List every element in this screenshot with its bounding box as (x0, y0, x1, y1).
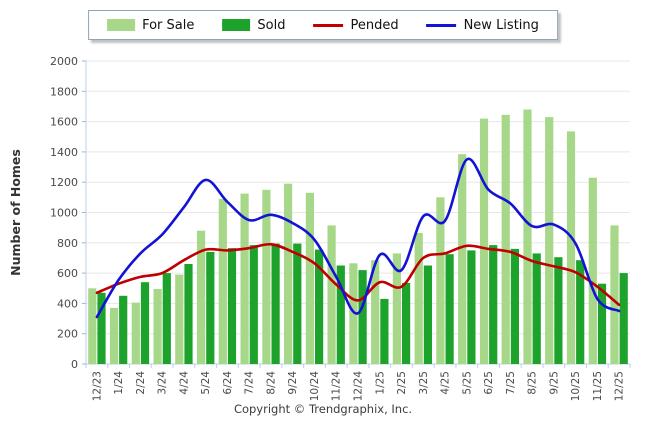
svg-text:4/25: 4/25 (440, 371, 452, 395)
y-tick-labels: 0 200 400 600 800 1000 1200 1400 1600 1800 2000 (50, 55, 78, 371)
new-listing-line-swatch-icon (426, 23, 457, 27)
svg-text:800: 800 (57, 237, 78, 250)
svg-text:8/24: 8/24 (265, 371, 277, 395)
svg-text:5/24: 5/24 (200, 371, 212, 395)
sold-swatch-icon (222, 19, 251, 31)
svg-text:1200: 1200 (50, 176, 78, 189)
legend-label-sold: Sold (257, 17, 286, 33)
svg-text:1400: 1400 (50, 146, 78, 159)
svg-text:12/25: 12/25 (614, 371, 626, 401)
svg-text:7/25: 7/25 (505, 371, 517, 395)
svg-text:12/24: 12/24 (353, 371, 365, 402)
bars-for-sale (88, 109, 619, 365)
legend-label-pended: Pended (350, 17, 399, 33)
svg-text:12/23: 12/23 (91, 371, 103, 401)
svg-text:200: 200 (57, 328, 78, 341)
line-new-listing (95, 157, 621, 319)
legend-item-pended: Pended (313, 17, 399, 33)
svg-text:10/25: 10/25 (570, 371, 582, 401)
svg-text:1800: 1800 (50, 85, 78, 98)
svg-text:2/24: 2/24 (135, 371, 147, 395)
line-pended (95, 242, 621, 307)
svg-text:9/25: 9/25 (548, 371, 560, 395)
svg-text:7/24: 7/24 (244, 371, 256, 395)
svg-text:5/25: 5/25 (461, 371, 473, 395)
svg-text:0: 0 (71, 358, 78, 371)
svg-text:11/24: 11/24 (331, 371, 343, 402)
for-sale-swatch-icon (107, 19, 136, 31)
legend-label-for-sale: For Sale (142, 17, 195, 33)
svg-text:1/25: 1/25 (374, 371, 386, 395)
svg-text:2000: 2000 (50, 55, 78, 68)
svg-text:4/24: 4/24 (178, 371, 190, 395)
svg-text:1000: 1000 (50, 207, 78, 220)
legend-item-for-sale: For Sale (107, 18, 194, 33)
pended-line-swatch-icon (313, 23, 344, 27)
svg-text:1/24: 1/24 (113, 371, 125, 395)
x-tick-labels: 12/23 1/24 2/24 3/24 4/24 5/24 6/24 7/24 8/24 9/2… (91, 371, 625, 402)
y-axis-title: Number of Homes (8, 149, 23, 276)
chart-legend: For Sale Sold Pended New Listing (88, 10, 558, 40)
svg-text:9/24: 9/24 (287, 371, 299, 395)
legend-label-new-listing: New Listing (463, 17, 539, 33)
svg-text:11/25: 11/25 (592, 371, 604, 401)
svg-text:3/25: 3/25 (418, 371, 430, 395)
svg-text:400: 400 (57, 297, 78, 310)
legend-item-new-listing: New Listing (426, 17, 539, 33)
svg-text:1600: 1600 (50, 116, 78, 129)
svg-text:6/25: 6/25 (483, 371, 495, 395)
copyright-text: Copyright © Trendgraphix, Inc. (233, 402, 413, 416)
svg-text:10/24: 10/24 (309, 371, 321, 402)
legend-item-sold: Sold (222, 18, 285, 33)
svg-text:6/24: 6/24 (222, 371, 234, 395)
bars-sold (97, 243, 628, 364)
svg-text:600: 600 (57, 267, 78, 280)
svg-text:3/24: 3/24 (157, 371, 169, 395)
svg-text:2/25: 2/25 (396, 371, 408, 395)
svg-text:8/25: 8/25 (527, 371, 539, 395)
